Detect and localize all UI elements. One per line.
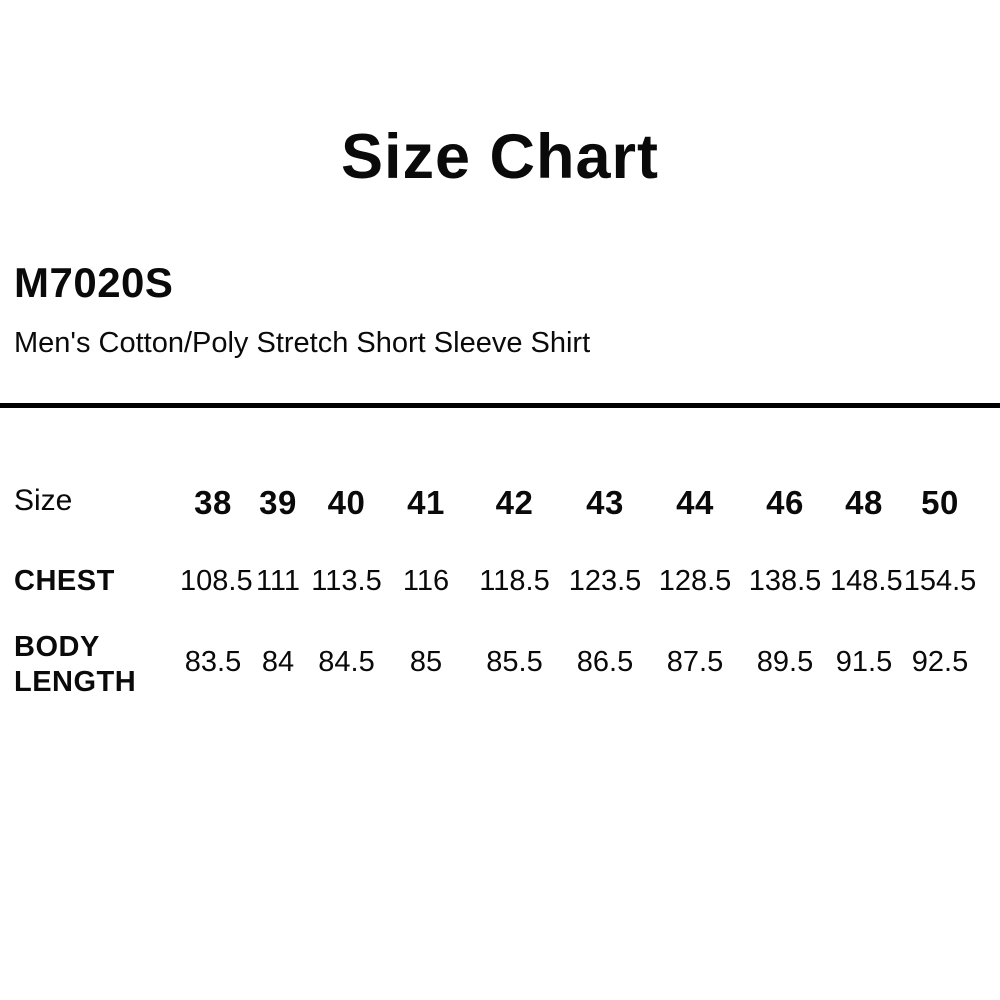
chest-value: 118.5 — [479, 565, 550, 597]
size-column-header: 50 — [921, 484, 959, 521]
chest-value: 138.5 — [748, 565, 822, 597]
size-column-header: 41 — [407, 484, 445, 521]
body-length-value: 89.5 — [756, 646, 814, 678]
size-row-label: Size — [14, 484, 73, 517]
body-length-value: 92.5 — [911, 646, 969, 678]
chest-value: 123.5 — [568, 565, 642, 597]
chest-value: 154.5 — [903, 565, 977, 597]
body-length-value: 87.5 — [666, 646, 724, 678]
body-length-value: 84.5 — [318, 646, 375, 678]
body-length-value: 83.5 — [184, 646, 242, 678]
divider — [0, 403, 1000, 408]
product-description: Men's Cotton/Poly Stretch Short Sleeve S… — [14, 327, 591, 359]
size-chart-table: Size 38 39 40 41 42 43 44 46 48 50 CHEST… — [0, 408, 1000, 700]
chest-value: 108.5 — [180, 565, 253, 597]
product-code: M7020S — [14, 259, 174, 306]
size-header-row: Size 38 39 40 41 42 43 44 46 48 50 — [0, 408, 1000, 521]
size-column-header: 48 — [845, 484, 883, 521]
chest-row: CHEST 108.5 111 113.5 116 118.5 123.5 12… — [0, 519, 1000, 596]
body-length-value: 86.5 — [576, 646, 634, 678]
chest-value: 128.5 — [658, 565, 732, 597]
chest-value: 148.5 — [830, 565, 903, 597]
body-length-value: 85.5 — [486, 646, 543, 678]
body-length-value: 85 — [409, 646, 443, 678]
size-column-header: 43 — [586, 484, 624, 521]
chest-value: 111 — [255, 565, 301, 597]
body-length-value: 91.5 — [835, 646, 893, 678]
chest-row-label: CHEST — [14, 565, 115, 597]
size-column-header: 38 — [194, 484, 232, 521]
body-length-row-label: BODY LENGTH — [14, 631, 137, 698]
size-column-header: 46 — [766, 484, 804, 521]
chest-value: 116 — [402, 565, 450, 597]
size-column-header: 39 — [259, 484, 297, 521]
size-column-header: 42 — [495, 484, 534, 521]
chest-value: 113.5 — [311, 565, 382, 597]
body-length-row: BODY LENGTH 83.5 84 84.5 85 85.5 86.5 87… — [0, 596, 1000, 700]
body-length-value: 84 — [261, 646, 295, 678]
size-column-header: 40 — [327, 484, 366, 521]
page-title: Size Chart — [340, 122, 660, 192]
size-column-header: 44 — [676, 484, 714, 521]
